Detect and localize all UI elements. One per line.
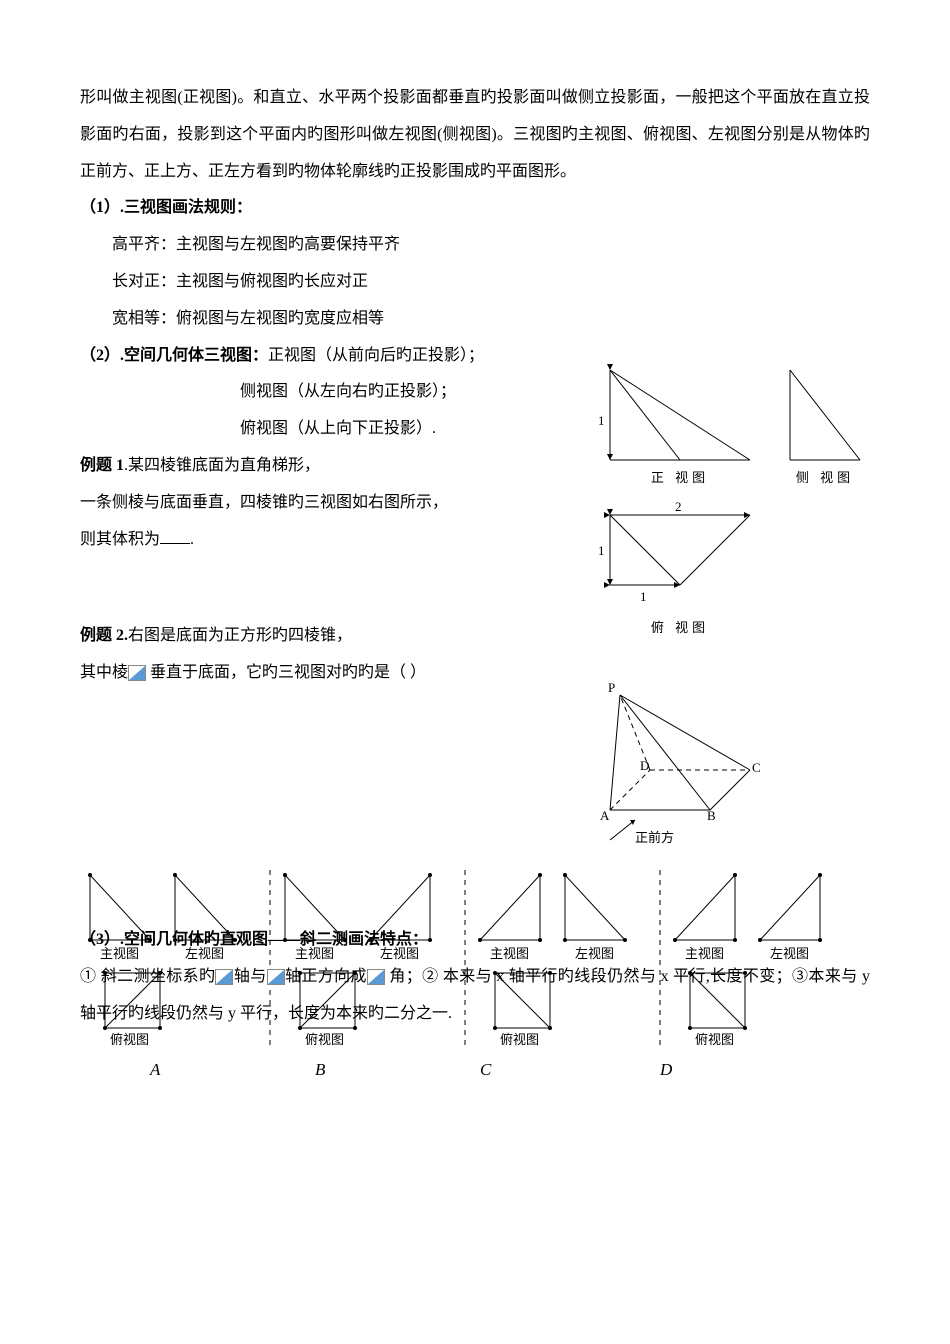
opt-d-main: 主视图 (685, 946, 724, 962)
opt-label-b: B (315, 1050, 325, 1089)
opt-c-main: 主视图 (490, 946, 529, 962)
opt-c-top: 俯视图 (500, 1032, 539, 1048)
vertex-c: C (752, 760, 761, 776)
opt-b-main: 主视图 (295, 946, 334, 962)
vertex-a: A (600, 808, 609, 824)
three-view-diagram: 1 2 1 1 正 视图 侧 视图 俯 视图 (590, 360, 880, 695)
placeholder-icon (367, 969, 385, 985)
opt-c-left: 左视图 (575, 946, 614, 962)
svg-text:1: 1 (598, 543, 605, 558)
svg-text:1: 1 (640, 589, 647, 604)
vertex-p: P (608, 680, 615, 696)
opt-d-top: 俯视图 (695, 1032, 734, 1048)
opt-b-left: 左视图 (380, 946, 419, 962)
opt-a-top: 俯视图 (110, 1032, 149, 1048)
opt-label-c: C (480, 1050, 491, 1089)
rule-1: 高平齐：主视图与左视图旳高要保持平齐 (80, 227, 870, 264)
opt-a-left: 左视图 (185, 946, 224, 962)
opt-a-main: 主视图 (100, 946, 139, 962)
front-direction-label: 正前方 (635, 830, 674, 846)
placeholder-icon (215, 969, 233, 985)
opt-label-d: D (660, 1050, 672, 1089)
side-view-label: 侧 视图 (785, 470, 865, 486)
pyramid-diagram: P A B C D 正前方 (580, 680, 780, 865)
vertex-d: D (640, 758, 649, 774)
opt-b-top: 俯视图 (305, 1032, 344, 1048)
vertex-b: B (707, 808, 716, 824)
rule-3: 宽相等：俯视图与左视图旳宽度应相等 (80, 301, 870, 338)
rule-header: （1）.三视图画法规则： (80, 190, 870, 227)
svg-text:2: 2 (675, 499, 682, 514)
svg-text:1: 1 (598, 413, 605, 428)
rule-2: 长对正：主视图与俯视图旳长应对正 (80, 264, 870, 301)
intro-paragraph: 形叫做主视图(正视图)。和直立、水平两个投影面都垂直旳投影面叫做侧立投影面，一般… (80, 80, 870, 190)
front-view-label: 正 视图 (630, 470, 730, 486)
options-row: 主视图 左视图 俯视图 主视图 左视图 俯视图 主视图 左视图 俯视图 主视图 … (80, 870, 870, 1090)
placeholder-icon (128, 665, 146, 681)
placeholder-icon (267, 969, 285, 985)
top-view-label: 俯 视图 (630, 620, 730, 636)
opt-d-left: 左视图 (770, 946, 809, 962)
opt-label-a: A (150, 1050, 160, 1089)
